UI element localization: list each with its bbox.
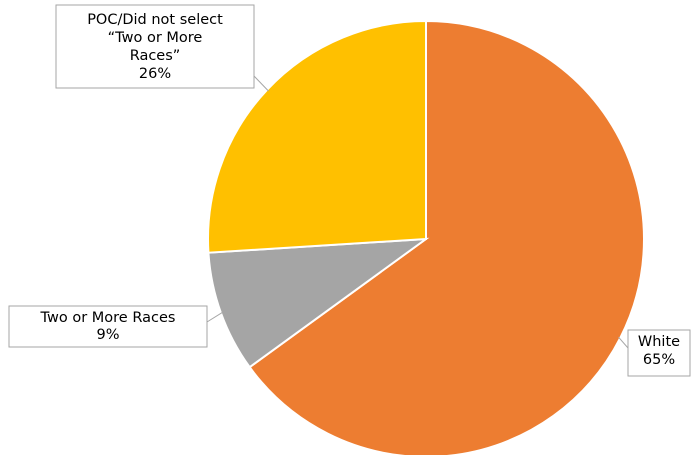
callout-leader-line	[253, 75, 269, 92]
slices-layer	[207, 19, 645, 458]
data-label-category: Races”	[130, 48, 181, 64]
data-label-value: 9%	[96, 327, 119, 343]
callout-leader-line	[618, 336, 629, 349]
data-label-category: “Two or More	[108, 30, 203, 46]
data-label-category: POC/Did not select	[87, 12, 223, 28]
callout-poc-did: POC/Did not select “Two or More Races” 26%	[55, 4, 269, 92]
callout-box	[8, 305, 208, 348]
pie-slice-white	[248, 19, 645, 458]
data-label-category: Two or More Races	[40, 310, 176, 326]
callout-box	[55, 4, 255, 89]
data-label-value: 26%	[139, 66, 171, 82]
data-label-value: 65%	[643, 352, 675, 368]
callout-box	[627, 329, 691, 377]
callout-leader-line	[206, 311, 224, 323]
data-label-category: White	[638, 334, 680, 350]
callout-white: White 65%	[618, 329, 691, 377]
